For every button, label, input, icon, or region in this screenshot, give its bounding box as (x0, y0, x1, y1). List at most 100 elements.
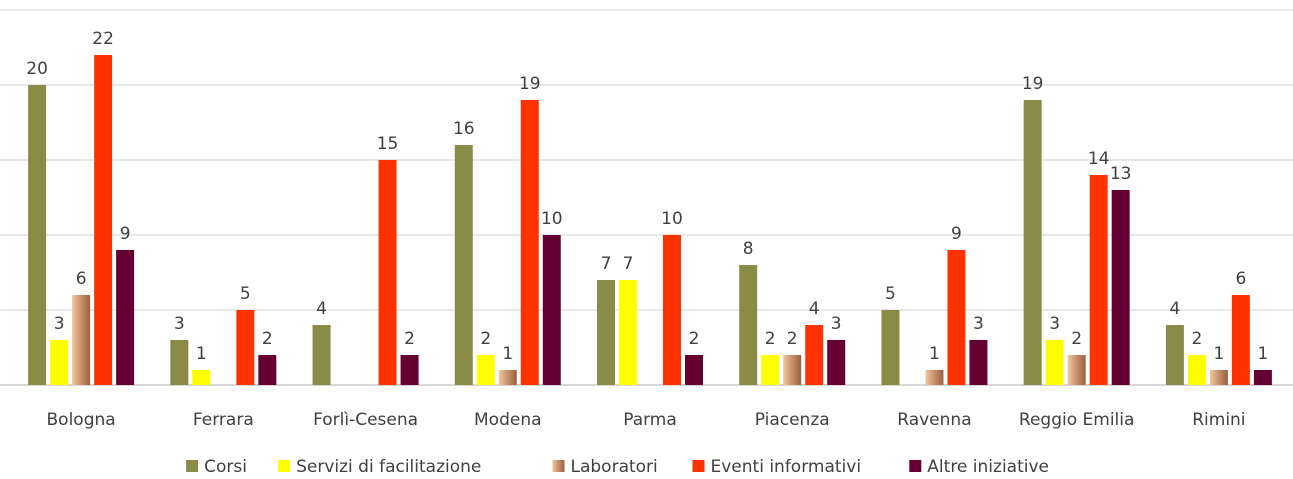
value-label: 2 (404, 329, 415, 349)
value-label: 16 (453, 119, 475, 139)
bar (170, 340, 189, 385)
bar (94, 55, 113, 385)
value-label: 3 (54, 314, 65, 334)
value-label: 9 (951, 224, 962, 244)
value-label: 5 (885, 284, 896, 304)
bar (1111, 190, 1130, 385)
bar (1089, 175, 1108, 385)
bar (258, 355, 277, 385)
x-tick-label: Parma (623, 410, 677, 430)
bar (1253, 370, 1272, 385)
x-tick-label: Forlì-Cesena (313, 410, 418, 430)
legend-label: Laboratori (571, 457, 658, 477)
legend-swatch (186, 460, 199, 472)
value-label: 14 (1088, 149, 1110, 169)
bar (1045, 340, 1064, 385)
value-label: 1 (1213, 344, 1224, 364)
legend-swatch (909, 460, 922, 472)
value-label: 3 (831, 314, 842, 334)
x-tick-label: Modena (474, 410, 542, 430)
value-label: 4 (809, 299, 820, 319)
bar (685, 355, 703, 385)
value-label: 6 (76, 269, 87, 289)
legend-swatch (552, 460, 565, 472)
bar (236, 310, 255, 385)
value-label: 1 (196, 344, 207, 364)
value-label: 2 (262, 329, 273, 349)
value-label: 7 (623, 254, 634, 274)
value-label: 2 (1071, 329, 1082, 349)
value-label: 2 (689, 329, 700, 349)
value-label: 1 (1257, 344, 1268, 364)
value-label: 22 (92, 29, 114, 49)
bar (1231, 295, 1250, 385)
value-label: 19 (1022, 74, 1044, 94)
legend-label: Corsi (204, 457, 247, 477)
bar (969, 340, 988, 385)
bar (476, 355, 495, 385)
bar (28, 85, 47, 385)
bar (542, 235, 561, 385)
bar (400, 355, 419, 385)
legend-label: Eventi informativi (711, 457, 862, 477)
value-label: 10 (661, 209, 683, 229)
value-label: 7 (601, 254, 612, 274)
value-label: 2 (480, 329, 491, 349)
x-tick-label: Piacenza (755, 410, 830, 430)
bar (50, 340, 69, 385)
legend-swatch (692, 460, 705, 472)
x-tick-label: Ravenna (897, 410, 971, 430)
value-label: 20 (26, 59, 48, 79)
legend-label: Altre iniziative (927, 457, 1049, 477)
x-tick-label: Ferrara (193, 410, 254, 430)
bar (1209, 370, 1228, 385)
x-tick-label: Rimini (1192, 410, 1245, 430)
bar (1067, 355, 1086, 385)
bar (597, 280, 615, 385)
value-label: 10 (541, 209, 563, 229)
bar (663, 235, 681, 385)
bar (925, 370, 944, 385)
bar (1165, 325, 1184, 385)
bar (739, 265, 758, 385)
value-label: 3 (973, 314, 984, 334)
bar (192, 370, 211, 385)
bar (881, 310, 900, 385)
value-label: 13 (1110, 164, 1132, 184)
value-label: 9 (120, 224, 131, 244)
bar (520, 100, 539, 385)
value-label: 4 (316, 299, 327, 319)
bar (378, 160, 397, 385)
value-label: 19 (519, 74, 541, 94)
bar (619, 280, 637, 385)
bar (454, 145, 473, 385)
value-label: 15 (377, 134, 399, 154)
value-label: 1 (929, 344, 940, 364)
value-label: 2 (1191, 329, 1202, 349)
x-tick-label: Bologna (47, 410, 116, 430)
value-label: 1 (502, 344, 513, 364)
value-label: 2 (787, 329, 798, 349)
value-label: 3 (174, 314, 185, 334)
value-label: 2 (765, 329, 776, 349)
value-label: 6 (1235, 269, 1246, 289)
bar (761, 355, 780, 385)
bar (72, 295, 91, 385)
legend-swatch (278, 460, 291, 472)
value-label: 4 (1169, 299, 1180, 319)
bar (498, 370, 517, 385)
bar (827, 340, 846, 385)
bar (116, 250, 135, 385)
value-label: 5 (240, 284, 251, 304)
bar (783, 355, 802, 385)
bar (1187, 355, 1206, 385)
legend-label: Servizi di facilitazione (296, 457, 481, 477)
value-label: 8 (743, 239, 754, 259)
bar (312, 325, 331, 385)
bar (1023, 100, 1042, 385)
bar (947, 250, 966, 385)
value-label: 3 (1049, 314, 1060, 334)
bar (805, 325, 824, 385)
